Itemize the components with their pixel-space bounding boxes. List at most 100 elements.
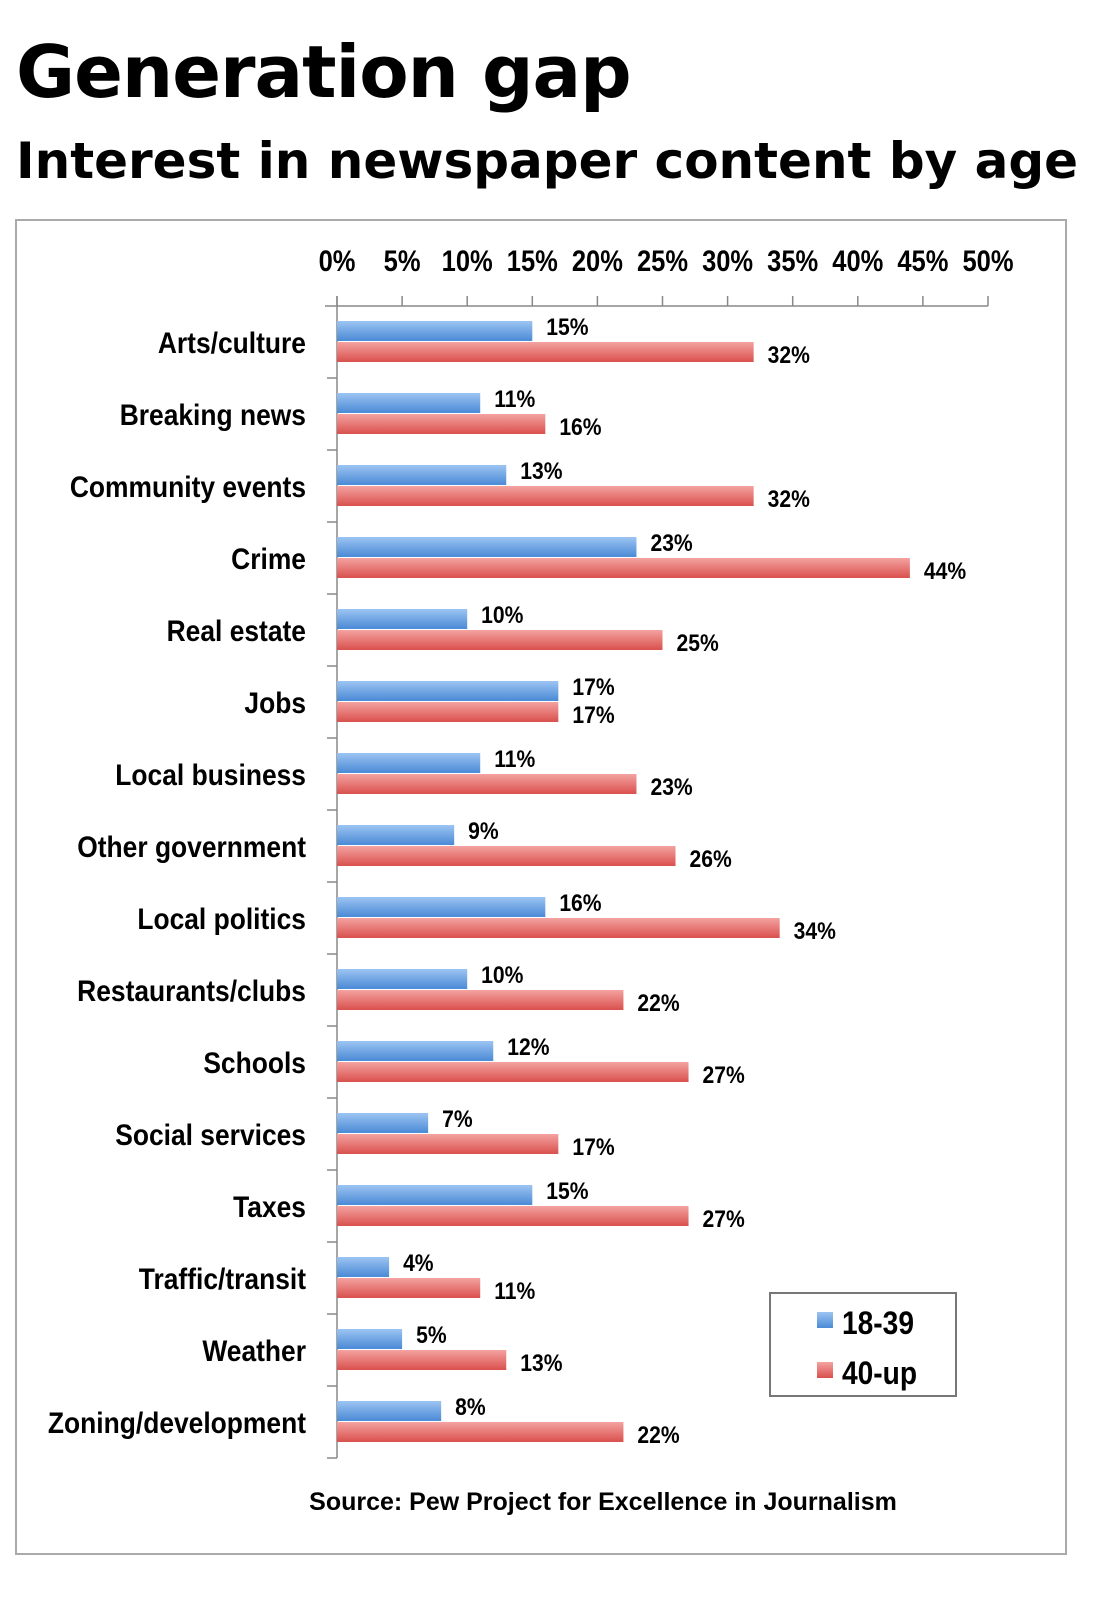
category-label: Crime [231, 541, 306, 575]
category-label: Taxes [233, 1189, 306, 1223]
bar-40-up [337, 918, 780, 938]
data-label: 7% [442, 1106, 473, 1133]
bar-40-up [337, 342, 754, 362]
bar-40-up [337, 558, 910, 578]
data-label: 12% [507, 1034, 549, 1061]
category-label: Traffic/transit [139, 1261, 307, 1295]
data-label: 23% [650, 774, 692, 801]
data-label: 32% [768, 486, 810, 513]
data-label: 22% [637, 1422, 679, 1449]
category-label: Jobs [244, 685, 306, 719]
legend-swatch-40-up [817, 1362, 833, 1378]
data-label: 4% [403, 1250, 434, 1277]
legend: 18-39 40-up [769, 1292, 957, 1397]
data-label: 10% [481, 602, 523, 629]
data-label: 22% [637, 990, 679, 1017]
bar-40-up [337, 414, 546, 434]
data-label: 8% [455, 1394, 486, 1421]
bar-18-39 [337, 537, 637, 557]
bar-40-up [337, 1134, 559, 1154]
bar-18-39 [337, 393, 481, 413]
data-label: 34% [794, 918, 836, 945]
bar-18-39 [337, 1113, 429, 1133]
bar-40-up [337, 990, 624, 1010]
category-label: Social services [115, 1117, 306, 1151]
data-label: 27% [703, 1206, 745, 1233]
data-label: 25% [677, 630, 719, 657]
bar-40-up [337, 846, 676, 866]
x-tick-label: 50% [962, 244, 1013, 277]
data-label: 44% [924, 558, 966, 585]
category-label: Breaking news [120, 397, 306, 431]
category-label: Arts/culture [158, 325, 306, 359]
category-label: Weather [202, 1333, 306, 1367]
data-label: 15% [546, 1178, 588, 1205]
data-label: 15% [546, 314, 588, 341]
data-label: 10% [481, 962, 523, 989]
bar-40-up [337, 1062, 689, 1082]
bar-18-39 [337, 465, 507, 485]
x-tick-label: 15% [507, 244, 558, 277]
data-label: 16% [559, 890, 601, 917]
bar-40-up [337, 1350, 507, 1370]
bar-18-39 [337, 1185, 533, 1205]
legend-label: 18-39 [842, 1306, 914, 1341]
bar-18-39 [337, 1041, 494, 1061]
x-tick-label: 30% [702, 244, 753, 277]
x-tick-label: 20% [572, 244, 623, 277]
bar-18-39 [337, 825, 455, 845]
data-label: 17% [572, 702, 614, 729]
bar-18-39 [337, 897, 546, 917]
bar-18-39 [337, 753, 481, 773]
category-label: Real estate [167, 613, 306, 647]
category-label: Schools [203, 1045, 306, 1079]
bar-18-39 [337, 969, 468, 989]
data-label: 17% [572, 674, 614, 701]
x-tick-label: 40% [832, 244, 883, 277]
legend-swatch-18-39 [817, 1312, 833, 1328]
category-label: Community events [70, 469, 306, 503]
bar-40-up [337, 486, 754, 506]
bar-40-up [337, 1278, 481, 1298]
data-label: 9% [468, 818, 499, 845]
category-label: Zoning/development [48, 1405, 307, 1439]
source-note: Source: Pew Project for Excellence in Jo… [309, 1488, 897, 1516]
data-label: 32% [768, 342, 810, 369]
bar-18-39 [337, 609, 468, 629]
x-tick-label: 0% [319, 244, 356, 277]
legend-box [769, 1292, 957, 1397]
x-tick-label: 35% [767, 244, 818, 277]
x-tick-label: 5% [384, 244, 421, 277]
category-label: Other government [77, 829, 306, 863]
data-label: 17% [572, 1134, 614, 1161]
bar-40-up [337, 1206, 689, 1226]
data-label: 27% [703, 1062, 745, 1089]
chart-subtitle: Interest in newspaper content by age [16, 132, 1079, 190]
bar-40-up [337, 630, 663, 650]
bar-18-39 [337, 321, 533, 341]
x-tick-label: 10% [442, 244, 493, 277]
bar-40-up [337, 702, 559, 722]
data-label: 16% [559, 414, 601, 441]
category-label: Local business [115, 757, 306, 791]
bar-18-39 [337, 681, 559, 701]
data-label: 5% [416, 1322, 447, 1349]
bar-40-up [337, 1422, 624, 1442]
category-label: Local politics [137, 901, 306, 935]
chart-frame [15, 219, 1067, 1555]
bar-18-39 [337, 1401, 442, 1421]
category-label: Restaurants/clubs [77, 973, 306, 1007]
x-tick-label: 45% [897, 244, 948, 277]
bar-18-39 [337, 1257, 390, 1277]
bar-18-39 [337, 1329, 403, 1349]
bar-40-up [337, 774, 637, 794]
data-label: 11% [494, 386, 535, 413]
chart-title: Generation gap [16, 30, 632, 114]
data-label: 13% [520, 1350, 562, 1377]
data-label: 23% [650, 530, 692, 557]
data-label: 11% [494, 746, 535, 773]
legend-label: 40-up [842, 1356, 917, 1391]
data-label: 26% [690, 846, 732, 873]
x-tick-label: 25% [637, 244, 688, 277]
